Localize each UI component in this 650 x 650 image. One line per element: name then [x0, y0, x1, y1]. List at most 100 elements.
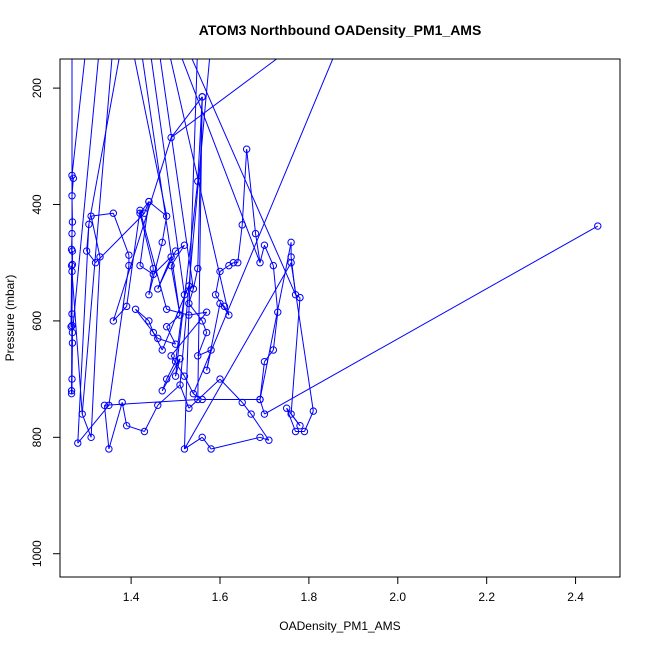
data-point [265, 436, 273, 444]
data-point [269, 261, 278, 270]
data-point [189, 285, 198, 293]
data-point [194, 395, 202, 404]
series-line-segment [290, 262, 314, 412]
data-point [256, 395, 264, 404]
data-point [105, 445, 113, 453]
data-point [162, 212, 171, 220]
series-line-segment [81, 413, 92, 438]
data-point [234, 259, 242, 267]
series-line-segment [71, 59, 99, 333]
data-point [167, 253, 175, 261]
data-point [149, 264, 158, 273]
data-point [167, 352, 175, 360]
series-line-segment [159, 59, 194, 289]
data-point [91, 259, 100, 267]
data-point [68, 375, 76, 383]
series-line-segment [77, 224, 90, 444]
series-line-segment [259, 399, 265, 415]
series-line-segment [246, 149, 257, 234]
data-point [136, 206, 144, 215]
data-point [260, 410, 269, 418]
data-point [198, 93, 206, 101]
data-point [162, 323, 171, 331]
series-line-segment [157, 250, 177, 290]
x-tick-label: 2.0 [389, 590, 406, 604]
data-point [171, 247, 180, 255]
data-point [145, 291, 153, 299]
series-line-segment [121, 402, 128, 426]
data-point [154, 285, 162, 293]
series-line-segment [206, 303, 221, 371]
series-line-segment [134, 59, 168, 217]
series-line-segment [95, 212, 145, 264]
series-line-segment [192, 59, 334, 394]
data-point [296, 293, 304, 302]
data-point [74, 439, 82, 447]
series-line-segment [175, 181, 199, 377]
data-point [287, 238, 295, 247]
y-axis: 200 400 600 800 1000 [30, 78, 60, 567]
data-point [171, 372, 180, 380]
data-point [67, 387, 76, 395]
series-line-segment [215, 271, 221, 295]
x-tick-label: 2.2 [478, 590, 495, 604]
series-line-segment [272, 312, 279, 351]
y-tick-label: 600 [30, 311, 44, 331]
data-point [158, 238, 166, 247]
data-point [136, 261, 144, 270]
data-point [87, 212, 95, 220]
data-point [68, 247, 77, 255]
data-point [260, 357, 269, 366]
data-point [211, 291, 220, 299]
data-point [131, 305, 140, 313]
series-line-segment [241, 402, 252, 415]
series-line-segment [264, 225, 599, 415]
series-line-segment [108, 265, 130, 406]
series-line-segment [250, 413, 270, 441]
series-line-segment [126, 210, 141, 307]
series-line-segment [148, 201, 167, 217]
data-point [87, 433, 95, 442]
y-tick-label: 800 [30, 427, 44, 447]
y-tick-label: 1000 [30, 540, 44, 567]
series-line-segment [191, 59, 297, 295]
data-point [105, 401, 113, 410]
series-points [67, 93, 602, 453]
series-line-segment [237, 224, 243, 263]
data-point [194, 352, 202, 360]
data-point [78, 410, 86, 418]
data-point [154, 401, 162, 410]
data-point [309, 407, 318, 415]
series-line-segment [303, 410, 314, 432]
series-line-segment [86, 250, 96, 264]
data-point [296, 421, 304, 430]
data-point [136, 209, 144, 217]
data-point [269, 346, 278, 354]
series-line-segment [77, 404, 110, 444]
y-tick-label: 200 [30, 78, 44, 98]
data-point [68, 229, 76, 238]
series-line-segment [170, 96, 203, 138]
data-point [145, 197, 153, 206]
x-axis-label: OADensity_PM1_AMS [279, 619, 400, 633]
series-line-segment [188, 378, 221, 409]
series-line-segment [91, 212, 114, 217]
data-point [274, 308, 282, 316]
data-point [198, 317, 206, 325]
series-line-segment [103, 405, 110, 450]
series-line-segment [197, 349, 212, 357]
series-line-segment [219, 378, 243, 403]
data-point [68, 218, 77, 226]
data-point [180, 372, 189, 380]
data-point [122, 302, 131, 311]
data-point [202, 308, 211, 316]
series-line-segment [139, 210, 168, 310]
series-line-segment [166, 314, 181, 328]
data-point [118, 398, 126, 407]
y-tick-label: 400 [30, 194, 44, 214]
data-point [67, 261, 76, 270]
series-line-segment [170, 244, 185, 266]
series-line-segment [219, 265, 230, 272]
data-point [291, 427, 300, 436]
